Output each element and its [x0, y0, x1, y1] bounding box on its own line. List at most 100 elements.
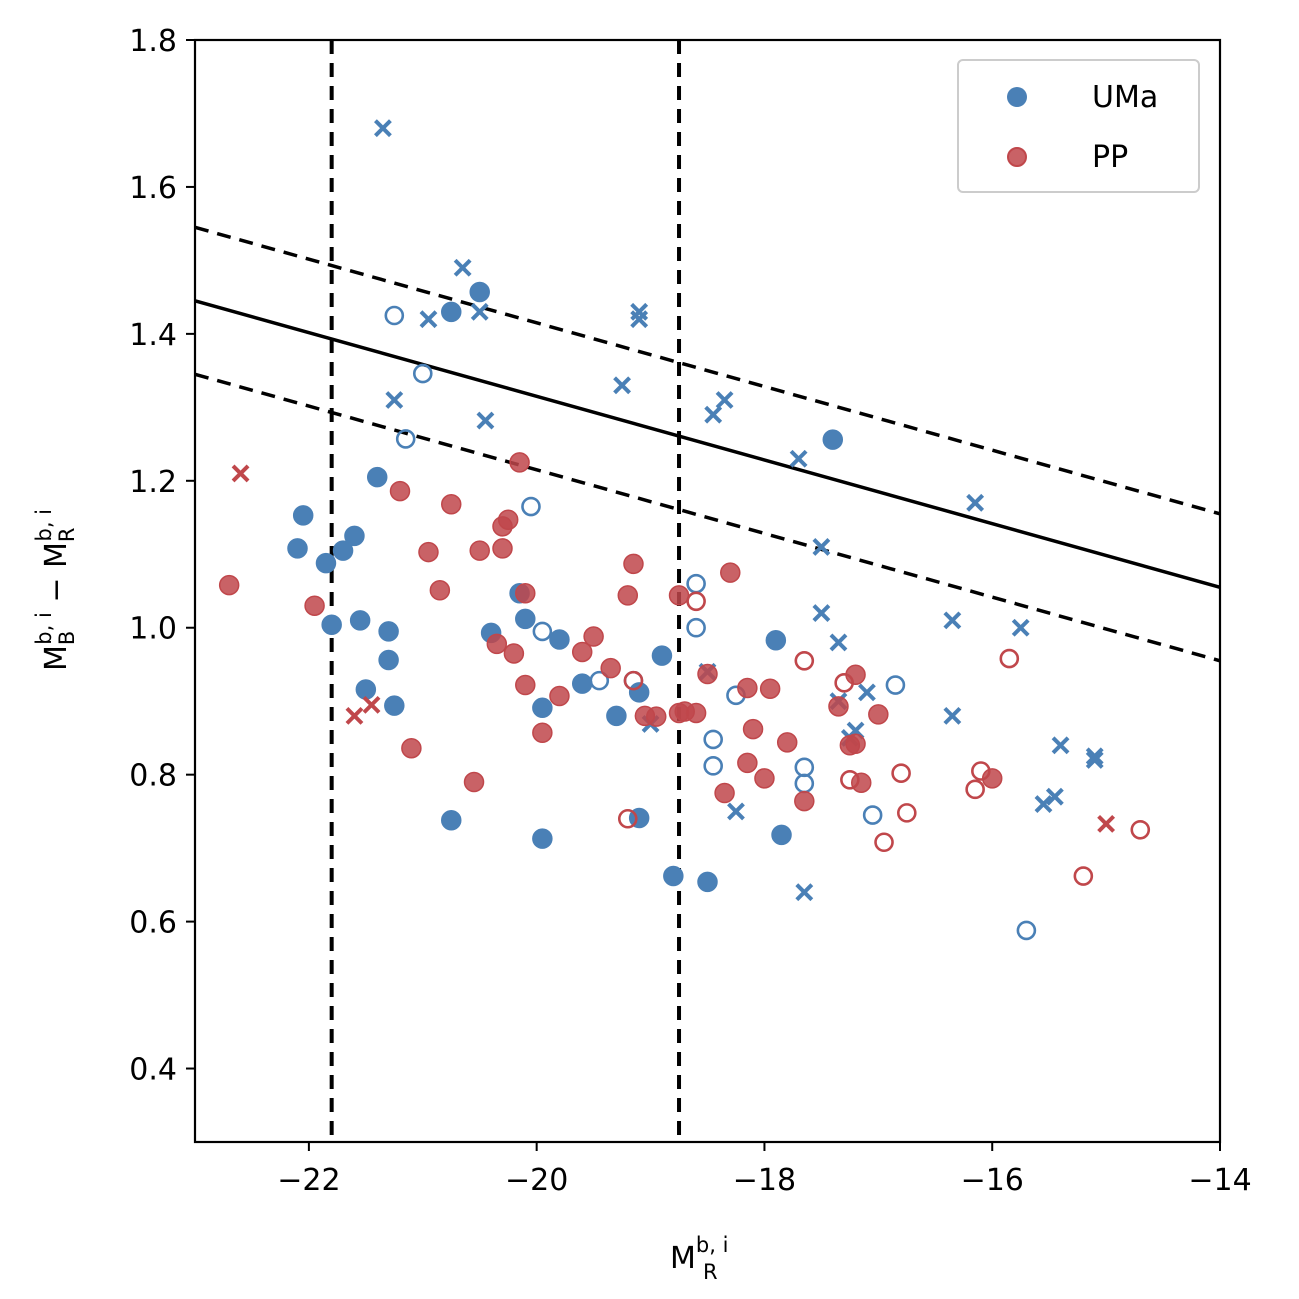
uma-cross-stroke — [470, 302, 489, 321]
uma-point-filled — [469, 281, 490, 303]
uma-point-cross — [829, 633, 848, 652]
y-label-base1: M — [39, 645, 74, 671]
pp-point-filled — [389, 480, 411, 502]
pp-point-open — [1130, 819, 1151, 840]
uma-point-filled — [822, 429, 844, 450]
uma-point-filled — [315, 552, 337, 574]
y-tick-label: 1.4 — [129, 318, 177, 353]
pp-point-filled — [304, 595, 325, 616]
uma-cross-stroke — [476, 411, 495, 430]
uma-point-cross — [1045, 787, 1064, 806]
pp-point-open — [840, 770, 860, 790]
uma-cross-stroke — [385, 391, 404, 409]
fit-offset-line-2 — [195, 372, 1220, 663]
fit-offset-line-1 — [195, 225, 1220, 516]
uma-point-filled — [771, 824, 792, 846]
pp-point-filled — [646, 706, 667, 727]
uma-point-filled — [287, 538, 308, 559]
legend-marker-uma — [1007, 87, 1027, 107]
pp-point-filled — [617, 585, 639, 606]
pp-point-filled — [685, 702, 707, 724]
y-tick-label: 0.6 — [129, 906, 177, 941]
uma-point-cross — [476, 411, 495, 430]
uma-point-filled — [441, 301, 462, 323]
uma-point-open — [794, 773, 815, 794]
y-tick-label: 0.4 — [129, 1053, 177, 1088]
pp-point-open — [686, 591, 706, 612]
y-label-sup1: b, i — [32, 612, 56, 645]
uma-point-filled — [697, 871, 718, 893]
y-axis-label: MBb, i − MRb, i — [32, 509, 79, 671]
uma-point-open — [395, 429, 416, 449]
uma-point-cross — [727, 802, 745, 821]
pp-point-filled — [623, 553, 644, 575]
uma-point-cross — [1085, 751, 1104, 769]
uma-point-cross — [453, 258, 472, 277]
pp-point-filled — [697, 663, 718, 685]
uma-point-filled — [532, 697, 553, 719]
uma-point-cross — [419, 310, 438, 329]
uma-cross-stroke — [829, 633, 848, 652]
uma-point-cross — [943, 611, 962, 630]
uma-point-cross — [1085, 747, 1104, 766]
pp-point-filled — [776, 732, 798, 753]
x-tick-label: −16 — [961, 1163, 1024, 1198]
uma-point-filled — [366, 466, 388, 488]
uma-cross-stroke — [858, 683, 876, 702]
uma-point-cross — [789, 449, 808, 468]
y-tick-label: 1.8 — [129, 24, 177, 59]
pp-point-filled — [794, 790, 815, 812]
pp-point-filled — [845, 733, 866, 755]
pp-point-open — [834, 673, 854, 693]
x-label-sub: R — [703, 1260, 718, 1284]
x-label-base: M — [670, 1241, 696, 1276]
pp-point-cross — [345, 706, 364, 725]
uma-point-cross — [715, 391, 734, 409]
pp-cross-stroke — [345, 706, 364, 725]
uma-point-open — [885, 675, 906, 695]
pp-point-open — [794, 650, 815, 671]
y-label-sup2: b, i — [32, 509, 56, 542]
uma-point-filled — [344, 525, 365, 547]
pp-point-filled — [532, 722, 553, 744]
y-tick-label: 1.0 — [129, 612, 177, 647]
pp-point-open — [891, 763, 911, 783]
uma-point-filled — [321, 614, 342, 636]
pp-point-filled — [737, 752, 758, 774]
uma-cross-stroke — [1034, 795, 1053, 813]
uma-point-cross — [1034, 795, 1053, 813]
pp-point-filled — [509, 452, 530, 473]
uma-cross-stroke — [966, 493, 985, 512]
data-points — [218, 119, 1151, 941]
axes-frame — [193, 38, 1222, 1144]
uma-point-filled — [628, 682, 650, 703]
uma-point-cross — [470, 302, 489, 321]
reference-lines — [195, 40, 1220, 1142]
tick-marks: −22 −20 −18 −16 −14 0.4 0.6 0.8 1.0 1.2 1.4 1.6 1.8 — [129, 24, 1251, 1198]
axes — [193, 38, 1222, 1144]
uma-point-open — [686, 573, 706, 594]
uma-cross-stroke — [613, 376, 631, 395]
uma-point-cross — [812, 604, 831, 622]
pp-point-filled — [503, 643, 525, 664]
uma-point-open — [412, 363, 433, 384]
uma-cross-stroke — [419, 310, 438, 329]
x-label-sup: b, i — [696, 1233, 729, 1257]
uma-point-open — [589, 670, 610, 691]
uma-point-filled — [549, 629, 570, 650]
pp-point-filled — [583, 626, 604, 647]
pp-point-filled — [851, 772, 872, 793]
pp-point-filled — [754, 768, 775, 789]
uma-point-cross — [795, 883, 814, 902]
uma-point-filled — [378, 649, 399, 671]
pp-point-filled — [714, 782, 735, 804]
uma-point-filled — [441, 809, 462, 831]
uma-cross-stroke — [715, 391, 734, 409]
uma-point-filled — [349, 610, 371, 631]
uma-cross-stroke — [704, 405, 723, 424]
uma-point-filled — [532, 828, 553, 849]
y-tick-label: 0.8 — [129, 759, 177, 794]
uma-point-open — [703, 729, 723, 750]
x-tick-label: −20 — [505, 1163, 568, 1198]
uma-point-open — [384, 305, 405, 326]
